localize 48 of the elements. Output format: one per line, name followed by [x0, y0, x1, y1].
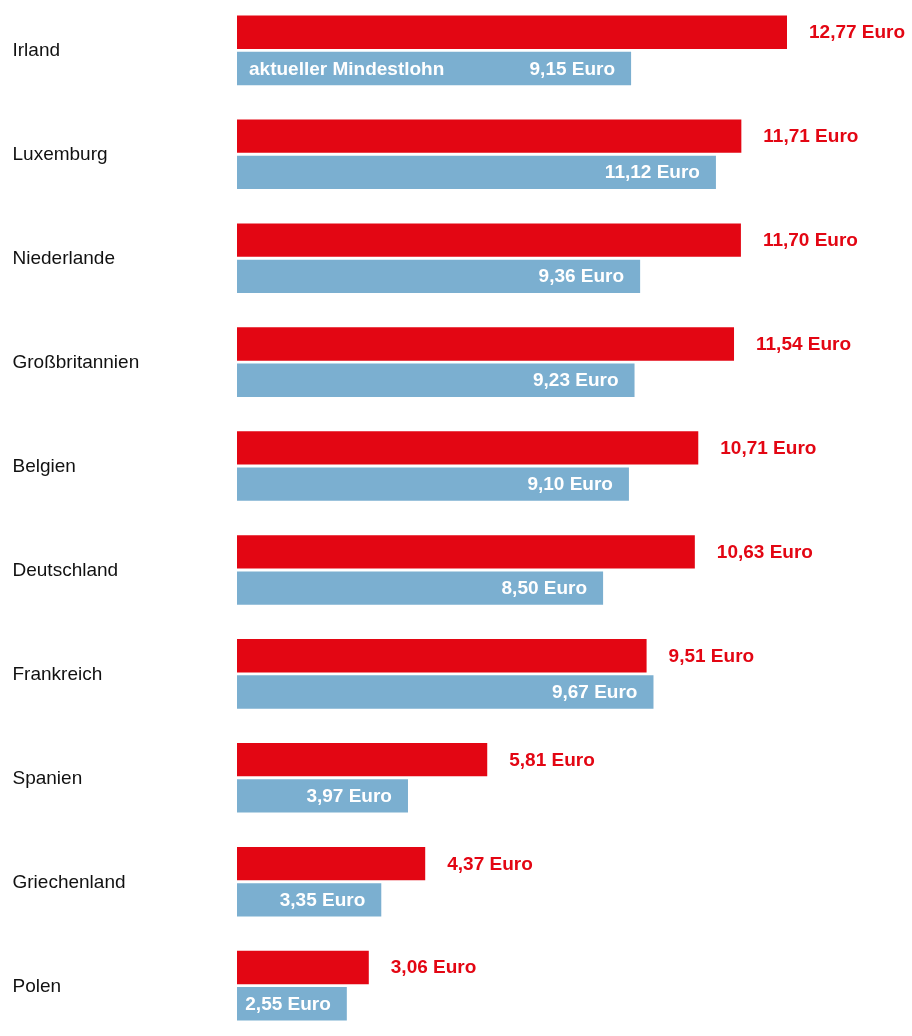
- data-label: 11,12 Euro: [604, 161, 700, 183]
- data-label: 11,70 Euro: [762, 229, 858, 251]
- y-tick-label: Irland: [12, 39, 61, 61]
- bar: [237, 950, 369, 985]
- data-label: 9,67 Euro: [551, 681, 638, 702]
- y-tick-label: Polen: [12, 974, 62, 996]
- bar: [237, 571, 604, 605]
- y-tick-label: Spanien: [12, 766, 83, 788]
- data-label: 9,36 Euro: [538, 265, 625, 287]
- data-label: 10,63 Euro: [716, 540, 813, 562]
- data-label: 11,54 Euro: [756, 333, 852, 354]
- bar: [237, 119, 742, 153]
- bar: [237, 467, 629, 501]
- y-tick-label: Großbritannien: [12, 351, 140, 373]
- y-tick-label: Luxemburg: [12, 143, 108, 165]
- data-label: 3,97 Euro: [306, 784, 392, 806]
- data-label: 9,15 Euro: [529, 57, 616, 79]
- bar: [237, 15, 787, 49]
- data-label: 8,50 Euro: [501, 577, 588, 599]
- bar: [237, 259, 641, 294]
- bar: [237, 675, 654, 709]
- bar: [237, 223, 741, 257]
- data-label: 3,06 Euro: [390, 956, 477, 978]
- data-label: 11,71 Euro: [763, 125, 859, 147]
- data-label: 12,77 Euro: [809, 21, 906, 43]
- bar: [237, 363, 635, 397]
- series-label: aktueller Mindestlohn: [249, 57, 445, 79]
- data-label: 10,71 Euro: [720, 436, 817, 458]
- bar: [237, 846, 426, 881]
- data-label: 4,37 Euro: [447, 852, 533, 874]
- bar: [237, 742, 488, 777]
- data-label: 9,23 Euro: [532, 369, 619, 391]
- y-tick-label: Niederlande: [12, 247, 115, 269]
- data-label: 5,81 Euro: [509, 748, 595, 770]
- bar: [237, 155, 716, 190]
- y-tick-label: Deutschland: [12, 558, 119, 580]
- y-tick-label: Frankreich: [12, 662, 103, 684]
- bar: [237, 431, 699, 465]
- bar: [237, 327, 735, 361]
- bar: [237, 535, 695, 569]
- y-tick-label: Griechenland: [12, 870, 126, 892]
- data-label: 9,10 Euro: [527, 473, 613, 495]
- bar: [237, 779, 408, 813]
- data-label: 2,55 Euro: [245, 992, 331, 1014]
- data-label: 3,35 Euro: [279, 888, 366, 910]
- y-tick-label: Belgien: [12, 455, 76, 477]
- bar: [237, 639, 647, 673]
- data-label: 9,51 Euro: [668, 644, 755, 666]
